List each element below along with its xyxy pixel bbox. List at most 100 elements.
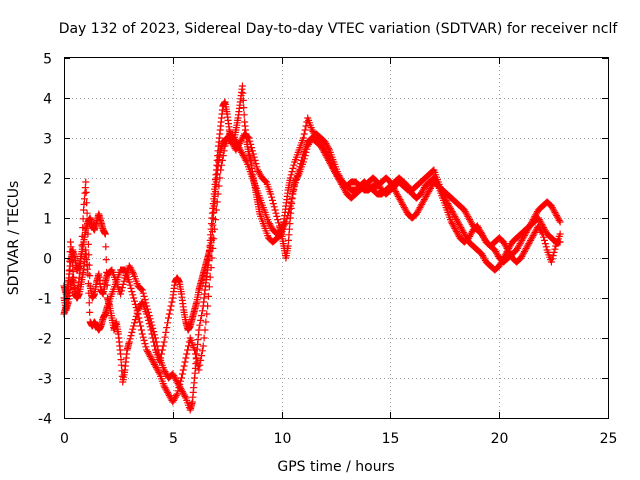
data-point: [299, 134, 307, 142]
data-point: [181, 392, 189, 400]
data-point: [174, 387, 182, 395]
data-point: [250, 153, 258, 161]
data-point: [195, 366, 203, 374]
data-point: [550, 248, 558, 256]
data-point: [285, 208, 293, 216]
data-point: [253, 163, 261, 171]
data-point: [245, 134, 253, 142]
data-point: [131, 319, 139, 327]
data-points: [60, 82, 564, 414]
data-point: [135, 314, 143, 322]
data-point: [302, 122, 310, 130]
data-point: [541, 240, 549, 248]
data-point: [207, 264, 215, 272]
data-point: [129, 268, 137, 276]
data-point: [138, 330, 146, 338]
data-point: [283, 215, 291, 223]
data-point: [538, 228, 546, 236]
data-point: [210, 235, 218, 243]
data-point: [147, 326, 155, 334]
data-point: [118, 284, 126, 292]
data-point: [138, 286, 146, 294]
data-point: [286, 202, 294, 210]
data-point: [239, 96, 247, 104]
data-point: [556, 230, 564, 238]
data-point: [542, 243, 550, 251]
y-tick-label: -4: [38, 412, 52, 428]
y-tick-label: 1: [43, 212, 52, 228]
data-point: [284, 212, 292, 220]
data-point: [131, 300, 139, 308]
data-point: [86, 308, 94, 316]
data-point: [140, 336, 148, 344]
data-point: [144, 316, 152, 324]
data-point: [539, 230, 547, 238]
data-point: [84, 270, 92, 278]
y-tick-label: -2: [38, 332, 52, 348]
data-point: [292, 176, 300, 184]
data-point: [211, 216, 219, 224]
data-point: [128, 288, 136, 296]
data-point: [209, 221, 217, 229]
data-point: [248, 144, 256, 152]
y-tick-label: 3: [43, 132, 52, 148]
data-point: [182, 354, 190, 362]
data-point: [117, 287, 125, 295]
data-point: [285, 205, 293, 213]
data-point: [289, 190, 297, 198]
data-point: [103, 268, 111, 276]
data-point: [218, 156, 226, 164]
y-tick-label: 5: [43, 52, 52, 68]
data-point: [146, 323, 154, 331]
data-point: [202, 318, 210, 326]
data-point: [292, 179, 300, 187]
x-axis-label: GPS time / hours: [277, 459, 394, 475]
data-point: [177, 377, 185, 385]
data-point: [298, 153, 306, 161]
data-point: [293, 172, 301, 180]
data-point: [288, 168, 296, 176]
data-point: [208, 254, 216, 262]
data-point: [142, 343, 150, 351]
x-tick-label: 25: [600, 431, 618, 447]
data-point: [157, 350, 165, 358]
x-tick-labels: 0 5 10 15 20 25: [60, 431, 617, 447]
data-point: [101, 230, 109, 238]
data-point: [219, 152, 227, 160]
data-point: [270, 203, 278, 211]
data-point: [199, 342, 207, 350]
data-point: [197, 356, 205, 364]
data-point: [272, 209, 280, 217]
data-point: [117, 290, 125, 298]
data-point: [131, 316, 139, 324]
data-point: [172, 392, 180, 400]
data-point: [150, 338, 158, 346]
data-point: [148, 330, 156, 338]
data-point: [281, 220, 289, 228]
data-point: [196, 361, 204, 369]
data-point: [213, 198, 221, 206]
data-point: [217, 166, 225, 174]
data-point: [175, 384, 183, 392]
data-point: [82, 188, 90, 196]
data-point: [549, 252, 557, 260]
data-point: [83, 199, 91, 207]
data-point: [556, 218, 564, 226]
data-point: [84, 280, 92, 288]
data-point: [158, 346, 166, 354]
data-point: [268, 193, 276, 201]
data-point: [274, 216, 282, 224]
data-point: [184, 342, 192, 350]
data-point: [251, 156, 259, 164]
axis-ticks: [64, 58, 609, 419]
data-point: [198, 312, 206, 320]
data-point: [159, 342, 167, 350]
data-point: [163, 324, 171, 332]
x-tick-label: 5: [169, 431, 178, 447]
y-tick-label: -1: [38, 292, 52, 308]
data-point: [289, 164, 297, 172]
data-point: [201, 326, 209, 334]
data-point: [290, 186, 298, 194]
data-point: [244, 133, 252, 141]
data-point: [179, 366, 187, 374]
